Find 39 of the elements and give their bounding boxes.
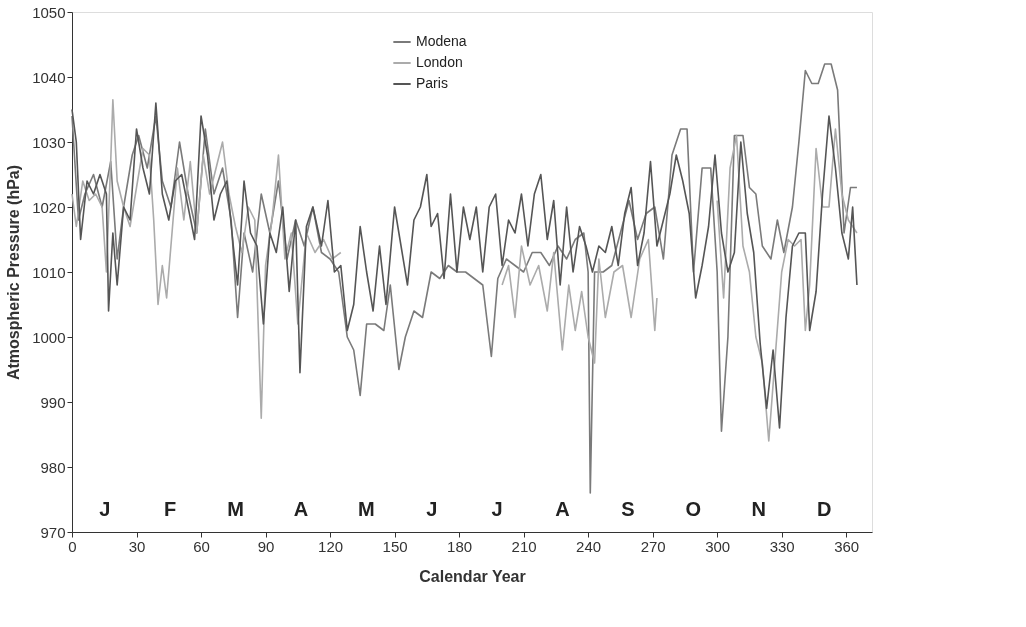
- y-tick-label: 1050: [32, 3, 66, 21]
- annotation: F: [163, 498, 177, 520]
- annotation: J: [426, 498, 438, 520]
- x-tick-label: 90: [257, 537, 275, 555]
- annotation: M: [227, 498, 244, 520]
- annotation: A: [555, 498, 570, 520]
- x-tick-label: 360: [834, 537, 860, 555]
- y-tick-label: 970: [40, 523, 66, 541]
- x-tick-label: 0: [68, 537, 77, 555]
- x-tick-label: 60: [193, 537, 210, 555]
- x-tick-label: 120: [318, 537, 344, 555]
- y-tick-label: 1010: [32, 263, 66, 281]
- y-tick-label: 1040: [32, 68, 66, 86]
- x-tick-label: 270: [640, 537, 666, 555]
- annotation: O: [685, 498, 702, 520]
- x-tick-label: 240: [576, 537, 602, 555]
- y-tick-label: 1020: [32, 198, 66, 216]
- annotation: S: [621, 498, 635, 520]
- x-axis-title: Calendar Year: [419, 567, 526, 585]
- legend-label: Modena: [416, 33, 467, 49]
- x-tick-label: 150: [382, 537, 408, 555]
- x-tick-label: 180: [447, 537, 473, 555]
- x-tick-label: 330: [769, 537, 795, 555]
- annotation: M: [357, 498, 375, 520]
- annotation: N: [751, 498, 766, 520]
- annotation: A: [293, 498, 309, 520]
- legend-label: London: [416, 54, 463, 70]
- x-tick-label: 210: [511, 537, 537, 555]
- annotation: J: [491, 498, 503, 520]
- annotation: D: [816, 498, 832, 520]
- y-tick-label: 980: [40, 458, 66, 476]
- y-tick-label: 1000: [32, 328, 66, 346]
- legend-label: Paris: [416, 75, 448, 91]
- x-tick-label: 30: [128, 537, 146, 555]
- y-tick-label: 1030: [32, 133, 66, 151]
- annotation: J: [99, 498, 111, 520]
- y-tick-label: 990: [40, 393, 66, 411]
- y-axis-title: Atmospheric Pressure (hPa): [5, 164, 23, 381]
- x-tick-label: 300: [705, 537, 731, 555]
